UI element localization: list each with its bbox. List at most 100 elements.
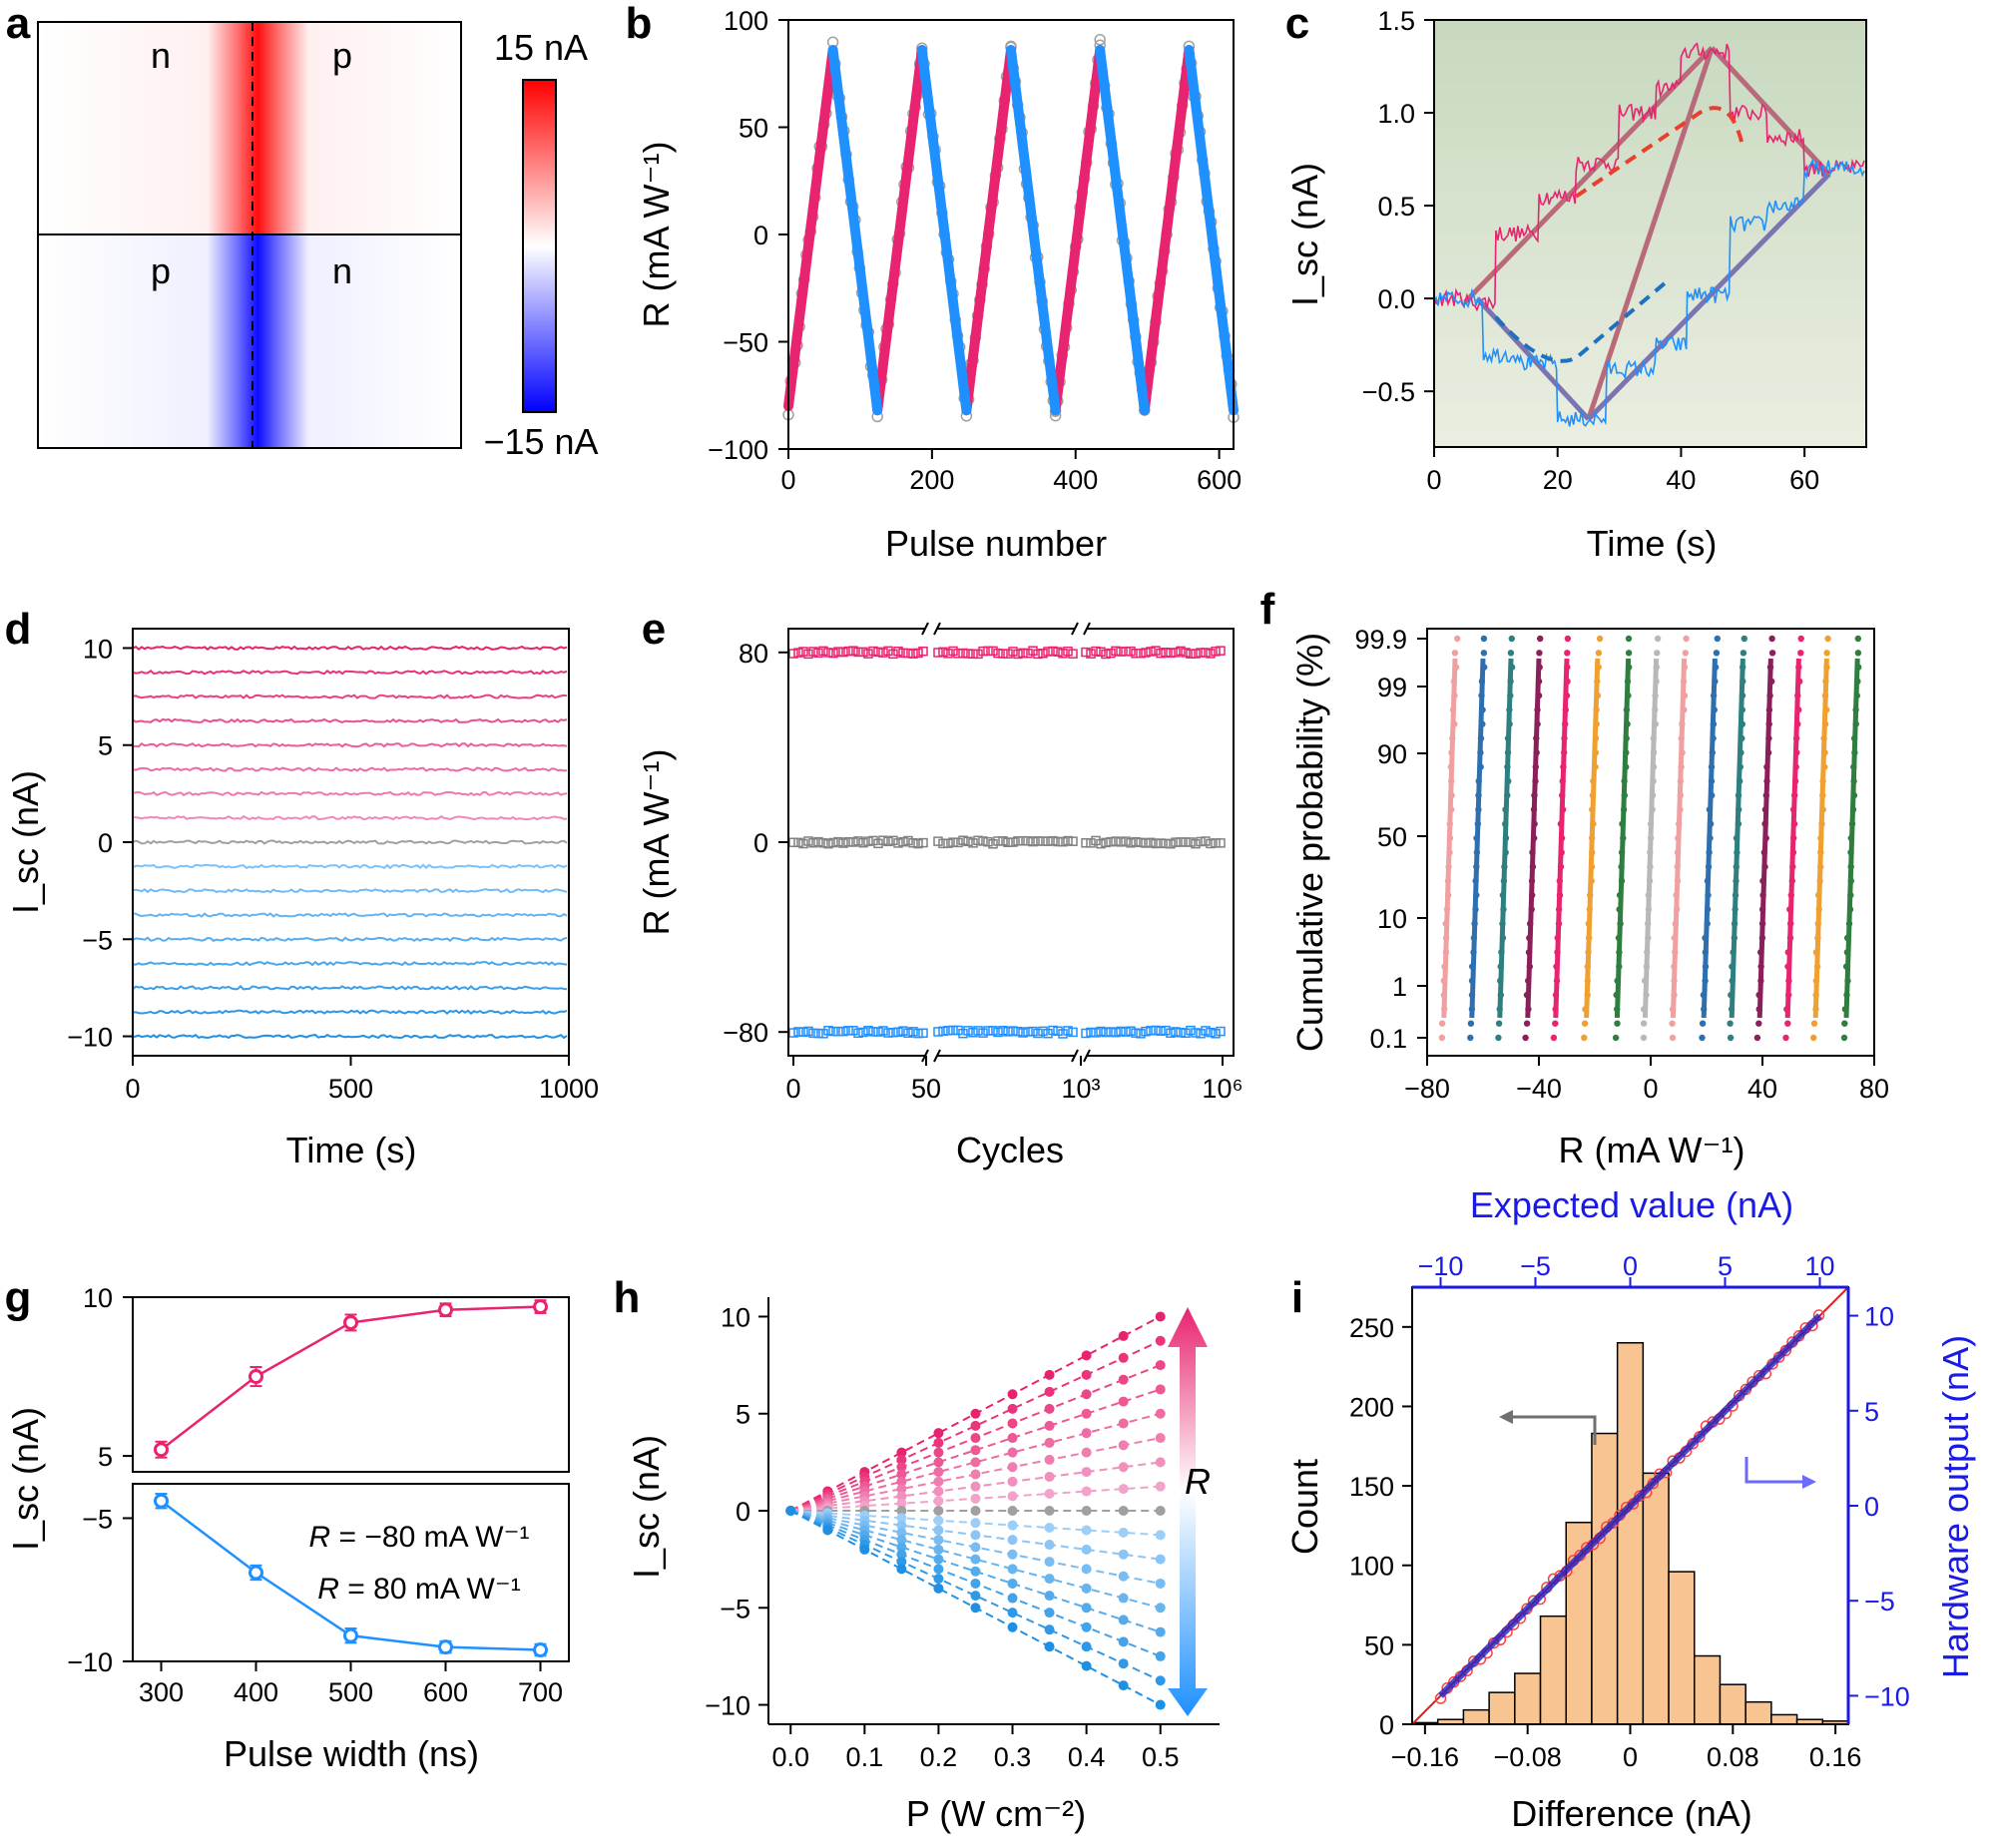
data-point: [803, 1026, 813, 1037]
data-point: [873, 1027, 883, 1037]
top-tick-label: −10: [1418, 1251, 1464, 1281]
x-tick-label: 0: [1426, 465, 1441, 495]
data-point: [1155, 1384, 1166, 1395]
data-point: [893, 1027, 903, 1038]
data-point: [1141, 648, 1151, 658]
y-tick-label: −0.5: [1362, 377, 1415, 407]
data-point: [1196, 648, 1206, 658]
top-tick-label: 5: [1718, 1251, 1733, 1281]
data-point: [1044, 1557, 1055, 1568]
data-point: [953, 1025, 963, 1036]
data-point: [908, 649, 918, 659]
data-point: [970, 1457, 981, 1468]
data-point: [903, 648, 913, 659]
histogram-bar: [1539, 1615, 1567, 1725]
data-point: [863, 1026, 873, 1036]
data-point: [1155, 1554, 1166, 1565]
data-point: [1131, 648, 1141, 659]
data-point: [1155, 1335, 1166, 1346]
data-point: [883, 646, 893, 657]
data-point: [1007, 1491, 1018, 1502]
data-point: [1151, 1025, 1161, 1036]
data-point: [958, 835, 968, 845]
data-point: [833, 647, 843, 657]
data-point: [1007, 1418, 1018, 1429]
data-point: [968, 1028, 978, 1038]
data-point: [1640, 1020, 1648, 1027]
distribution-line: [1784, 658, 1801, 1019]
axis-break-gap: [925, 626, 937, 632]
series-zero: [788, 835, 928, 849]
panel-label-b: b: [626, 0, 653, 48]
data-point: [1146, 1026, 1156, 1036]
x-tick-label: 600: [423, 1677, 468, 1707]
data-point: [933, 1554, 944, 1565]
data-point: [1118, 1506, 1129, 1516]
right-tick-label: 5: [1864, 1397, 1879, 1427]
data-point: [868, 1027, 878, 1037]
y-tick-label: −10: [67, 1647, 113, 1677]
shading-band: [1434, 148, 1866, 171]
data-point: [838, 647, 848, 658]
data-point: [1086, 649, 1096, 659]
data-point: [1495, 1034, 1502, 1042]
distribution-line: [1642, 658, 1660, 1019]
axis-break-mark: [1083, 1049, 1091, 1063]
r-symbol: R: [317, 1573, 339, 1606]
data-point: [1784, 1020, 1791, 1027]
data-point: [943, 838, 953, 848]
data-point: [1096, 1026, 1106, 1037]
x-tick-label: 0: [785, 1074, 800, 1104]
data-point: [933, 1476, 944, 1487]
data-point: [1086, 838, 1096, 848]
distribution-line: [1584, 658, 1601, 1019]
data-point: [898, 836, 908, 847]
data-point: [1013, 649, 1023, 660]
data-point: [1118, 1571, 1129, 1582]
data-point: [1013, 836, 1023, 846]
data-point: [970, 1481, 981, 1492]
heatmap-region-positive: [38, 22, 461, 234]
axes-frame: [132, 1296, 570, 1473]
data-point: [878, 1026, 888, 1036]
data-point: [1044, 1454, 1055, 1465]
left-axis-arrow: [1509, 1415, 1597, 1445]
y-tick-label: 10: [83, 634, 113, 664]
heatmap-region-negative: [38, 234, 461, 448]
data-point: [1740, 635, 1748, 643]
current-level-trace: [132, 1033, 568, 1040]
data-point: [1186, 837, 1196, 847]
data-point: [958, 1028, 968, 1039]
data-point: [1058, 836, 1068, 847]
data-point: [1211, 647, 1221, 657]
y-axis-label: I_sc (nA): [1284, 163, 1325, 306]
histogram-bar: [1642, 1472, 1670, 1725]
right-axis-arrow: [1744, 1457, 1806, 1484]
data-point: [1682, 650, 1690, 657]
data-point: [1451, 650, 1459, 657]
data-point: [898, 1026, 908, 1036]
data-point: [533, 1299, 548, 1315]
right-tick-label: 0: [1864, 1492, 1879, 1522]
shading-band: [1434, 41, 1866, 64]
data-point: [983, 646, 993, 657]
series-high: [788, 646, 928, 660]
data-point: [1096, 647, 1106, 658]
region-label: p: [332, 35, 352, 76]
data-point: [988, 646, 998, 657]
data-point: [1196, 836, 1206, 847]
data-point: [868, 646, 878, 657]
y-tick-label: 10: [1377, 904, 1407, 934]
data-point: [933, 1564, 944, 1575]
data-point: [1176, 1028, 1186, 1038]
data-point: [1840, 1034, 1848, 1042]
y-tick-label: −10: [705, 1691, 750, 1721]
data-point: [1596, 635, 1604, 643]
data-point: [1768, 650, 1776, 657]
data-point: [1176, 646, 1186, 657]
data-point: [933, 1544, 944, 1555]
data-point: [1823, 650, 1830, 657]
data-point: [1118, 1680, 1129, 1691]
